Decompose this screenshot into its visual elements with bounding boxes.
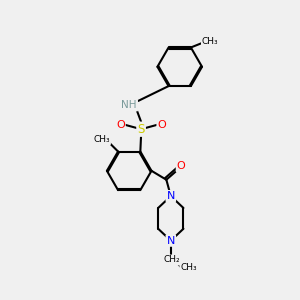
Text: O: O [158, 120, 166, 130]
Text: CH₂: CH₂ [164, 256, 181, 265]
Text: CH₃: CH₃ [180, 263, 197, 272]
Text: N: N [167, 191, 175, 201]
Text: CH₃: CH₃ [202, 37, 218, 46]
Text: N: N [167, 236, 175, 246]
Text: O: O [177, 161, 186, 171]
Text: CH₃: CH₃ [93, 135, 110, 144]
Text: O: O [116, 120, 125, 130]
Text: S: S [137, 123, 145, 136]
Text: NH: NH [122, 100, 137, 110]
